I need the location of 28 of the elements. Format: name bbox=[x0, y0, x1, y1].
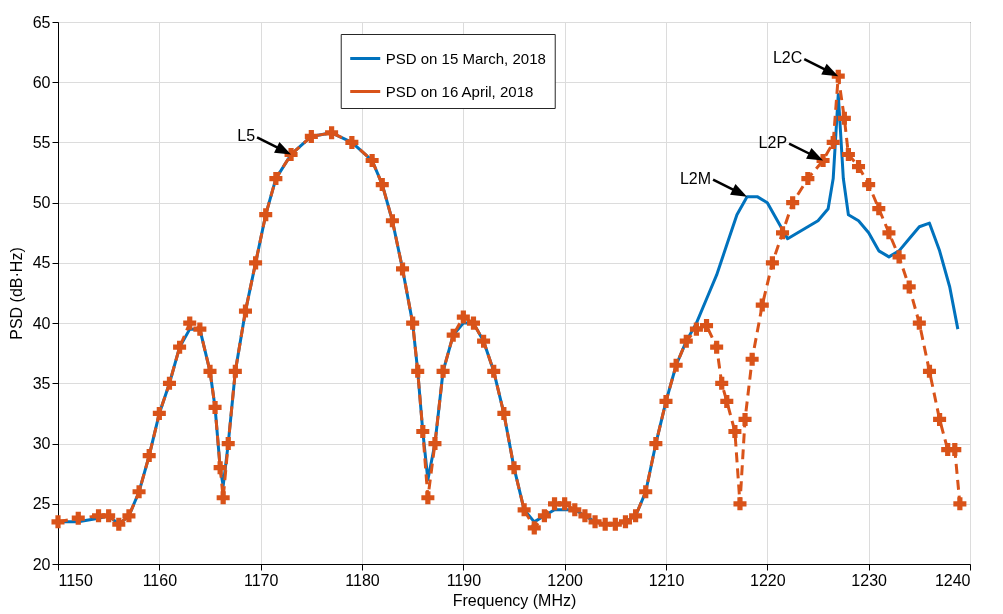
x-tick-label: 1170 bbox=[243, 571, 279, 589]
y-axis-title: PSD (dB·Hz) bbox=[7, 247, 25, 340]
legend-label: PSD on 16 April, 2018 bbox=[385, 82, 534, 100]
x-tick-label: 1190 bbox=[446, 571, 482, 589]
y-tick-label: 50 bbox=[32, 194, 51, 212]
annotation: L2P bbox=[758, 133, 788, 151]
annotation: L2M bbox=[679, 169, 712, 187]
x-tick-label: 1150 bbox=[58, 571, 94, 589]
x-tick-label: 1160 bbox=[142, 571, 178, 589]
y-tick-label: 45 bbox=[32, 254, 51, 272]
x-tick-label: 1220 bbox=[750, 571, 786, 589]
x-tick-label: 1230 bbox=[851, 571, 888, 589]
y-tick-label: 55 bbox=[32, 133, 51, 151]
x-tick-label: 1210 bbox=[648, 571, 685, 589]
x-tick-label: 1180 bbox=[345, 571, 380, 589]
y-tick-label: 30 bbox=[32, 435, 51, 453]
y-tick-label: 25 bbox=[32, 495, 51, 513]
y-tick-label: 40 bbox=[32, 314, 51, 332]
x-tick-label: 1200 bbox=[547, 571, 584, 589]
y-tick-label: 60 bbox=[32, 73, 51, 91]
x-axis-title: Frequency (MHz) bbox=[452, 591, 577, 609]
annotation: L5 bbox=[237, 127, 256, 145]
y-tick-label: 20 bbox=[32, 555, 51, 573]
annotation: L2C bbox=[772, 49, 803, 67]
legend-label: PSD on 15 March, 2018 bbox=[385, 49, 546, 67]
y-tick-label: 35 bbox=[32, 374, 51, 392]
x-tick-label: 1240 bbox=[934, 571, 971, 589]
y-tick-label: 65 bbox=[32, 13, 51, 31]
